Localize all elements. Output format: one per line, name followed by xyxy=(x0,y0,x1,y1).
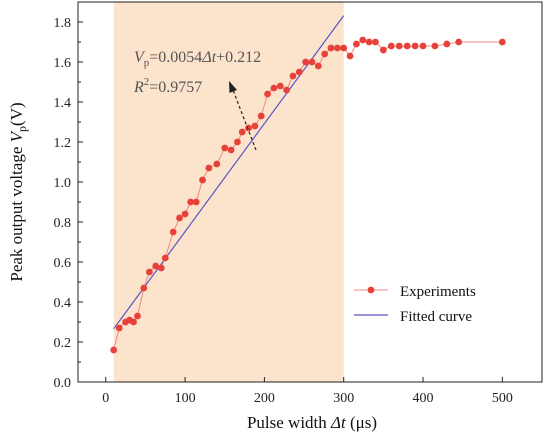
y-tick-label-3: 0.6 xyxy=(54,256,72,271)
x-axis-ticks: 0 100 200 300 400 500 xyxy=(102,377,513,406)
x-tick-label-5: 500 xyxy=(492,391,513,406)
fit-equation-var: V xyxy=(134,49,146,66)
experiment-point-36 xyxy=(327,44,335,52)
experiment-point-22 xyxy=(238,128,246,136)
experiment-point-34 xyxy=(314,62,322,70)
experiment-point-42 xyxy=(365,38,373,46)
experiment-point-30 xyxy=(289,72,297,80)
experiment-point-14 xyxy=(187,198,195,206)
y-axis-title-sub: p xyxy=(15,126,29,132)
fitted-curve-line xyxy=(113,15,345,330)
experiment-point-7 xyxy=(145,268,153,276)
experiment-point-20 xyxy=(227,146,235,154)
experiment-point-10 xyxy=(161,254,169,262)
experiment-point-44 xyxy=(379,46,387,54)
experiment-point-11 xyxy=(169,228,177,236)
experiment-point-13 xyxy=(181,210,189,218)
legend-experiments-marker xyxy=(367,286,375,294)
y-axis-title-pre: Peak output voltage xyxy=(7,142,26,281)
r-squared-var: R xyxy=(133,79,144,96)
x-tick-label-4: 400 xyxy=(413,391,434,406)
experiment-point-4 xyxy=(130,318,137,326)
experiment-point-15 xyxy=(192,198,200,206)
r-squared: R2=0.9757 xyxy=(133,76,202,96)
experiment-point-16 xyxy=(199,176,206,184)
y-axis-title-post: (V) xyxy=(7,102,26,126)
x-tick-label-0: 0 xyxy=(102,391,109,406)
experiment-point-32 xyxy=(302,58,310,66)
fit-equation-sub: p xyxy=(144,57,150,69)
experiment-point-17 xyxy=(205,164,213,172)
y-tick-label-1: 0.2 xyxy=(54,336,72,351)
y-tick-label-8: 1.6 xyxy=(54,56,72,71)
experiment-point-29 xyxy=(283,86,290,94)
experiment-point-9 xyxy=(157,264,165,272)
experiment-point-48 xyxy=(411,42,419,50)
experiment-point-39 xyxy=(346,52,354,60)
experiments-points-layer xyxy=(110,36,506,354)
experiment-point-43 xyxy=(372,38,379,46)
fit-equation: Vp=0.0054Δt+0.212 xyxy=(134,49,261,69)
y-tick-label-2: 0.4 xyxy=(54,296,72,311)
fit-equation-rest-var: Δt xyxy=(201,49,216,66)
experiment-point-1 xyxy=(115,324,123,332)
x-axis-title-pre: Pulse width xyxy=(247,413,331,432)
fit-equation-b: +0.212 xyxy=(216,49,261,66)
experiment-point-24 xyxy=(251,122,259,130)
fitted-curve-layer xyxy=(113,15,345,330)
experiment-point-28 xyxy=(276,82,284,90)
experiment-point-25 xyxy=(257,112,265,120)
experiment-point-21 xyxy=(234,138,241,146)
r-squared-rest: =0.9757 xyxy=(149,79,202,96)
experiment-point-6 xyxy=(140,284,148,292)
y-axis-ticks: 0.0 0.2 0.4 0.6 0.8 1.0 1.2 1.4 1.6 1.8 xyxy=(54,16,83,391)
experiment-point-27 xyxy=(270,84,278,92)
experiment-point-31 xyxy=(295,68,303,76)
experiment-point-53 xyxy=(498,38,506,46)
experiment-point-0 xyxy=(110,346,118,354)
experiment-point-8 xyxy=(152,262,160,270)
experiment-point-40 xyxy=(353,40,360,48)
experiment-point-51 xyxy=(443,40,451,48)
experiment-point-35 xyxy=(321,50,329,58)
y-tick-label-4: 0.8 xyxy=(54,216,72,231)
experiment-point-47 xyxy=(403,42,411,50)
x-axis-title-post: (μs) xyxy=(346,413,377,432)
y-tick-label-5: 1.0 xyxy=(54,176,72,191)
experiment-point-46 xyxy=(395,42,403,50)
y-tick-label-0: 0.0 xyxy=(54,376,72,391)
experiment-point-18 xyxy=(213,160,221,168)
experiment-point-50 xyxy=(431,42,439,50)
experiment-point-33 xyxy=(308,58,316,66)
legend: Experiments Fitted curve xyxy=(354,284,476,325)
x-tick-label-2: 200 xyxy=(254,391,275,406)
y-tick-label-7: 1.4 xyxy=(54,96,72,111)
fit-equation-a: =0.0054 xyxy=(149,49,202,66)
legend-fit-label: Fitted curve xyxy=(400,309,472,325)
experiment-point-23 xyxy=(245,124,252,132)
experiment-point-49 xyxy=(419,42,427,50)
r-squared-sup: 2 xyxy=(144,76,150,88)
y-axis-title-var: V xyxy=(7,129,26,142)
y-tick-label-6: 1.2 xyxy=(54,136,72,151)
x-tick-label-3: 300 xyxy=(333,391,354,406)
experiment-point-26 xyxy=(264,90,271,98)
legend-experiments-label: Experiments xyxy=(400,284,476,300)
experiment-point-38 xyxy=(340,44,348,52)
experiment-point-41 xyxy=(359,36,367,44)
x-axis-title-var: Δt xyxy=(330,413,347,432)
y-tick-label-9: 1.8 xyxy=(54,16,72,31)
experiment-point-19 xyxy=(221,144,229,152)
experiment-point-45 xyxy=(387,42,395,50)
x-axis-title: Pulse width Δt (μs) xyxy=(247,413,377,432)
experiment-point-37 xyxy=(333,44,341,52)
y-axis-title: Peak output voltage Vp(V) xyxy=(7,102,29,281)
experiment-point-12 xyxy=(176,214,183,222)
experiment-point-52 xyxy=(455,38,463,46)
experiment-point-5 xyxy=(134,312,141,320)
plot-frame xyxy=(77,1,543,383)
x-tick-label-1: 100 xyxy=(175,391,196,406)
annotation-arrowhead-icon xyxy=(229,81,237,93)
